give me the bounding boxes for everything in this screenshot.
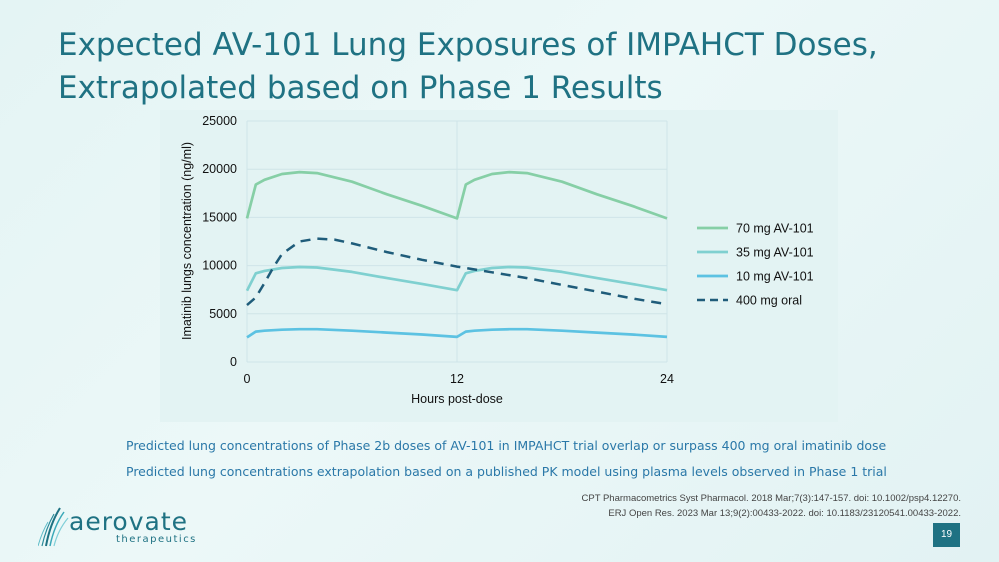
reference-2: ERJ Open Res. 2023 Mar 13;9(2):00433-202…	[608, 508, 961, 519]
page-number: 19	[933, 523, 960, 547]
title-line-1: Expected AV-101 Lung Exposures of IMPAHC…	[58, 27, 878, 63]
references: CPT Pharmacometrics Syst Pharmacol. 2018…	[582, 491, 962, 521]
series-line-70-mg-av-101	[245, 170, 668, 220]
x-tick-label: 0	[244, 372, 251, 386]
y-tick-label: 0	[230, 355, 237, 369]
series-line-10-mg-av-101	[246, 327, 668, 339]
y-tick-label: 10000	[202, 259, 237, 273]
series-line-35-mg-av-101	[245, 265, 668, 292]
x-tick-label: 12	[450, 372, 464, 386]
note-overlap: Predicted lung concentrations of Phase 2…	[126, 438, 887, 453]
y-tick-label: 25000	[202, 114, 237, 128]
legend: 70 mg AV-101 35 mg AV-101 10 mg AV-101 400 …	[697, 222, 814, 308]
legend-label: 400 mg oral	[736, 294, 802, 308]
logo-subtitle: therapeutics	[116, 534, 197, 545]
chart-area: 0 5000 10000 15000 20000 25000 0 12 24 70 mg AV…	[160, 110, 838, 422]
series-line-400-mg-oral	[246, 237, 668, 307]
legend-label: 35 mg AV-101	[736, 246, 814, 260]
x-tick-label: 24	[660, 372, 674, 386]
y-tick-label: 15000	[202, 210, 237, 224]
aerovate-logo-icon	[38, 507, 69, 547]
logo-wordmark: aerovate	[69, 507, 189, 536]
line-chart: 0 5000 10000 15000 20000 25000 0 12 24 70 mg AV…	[180, 114, 814, 406]
legend-label: 70 mg AV-101	[736, 222, 814, 236]
y-tick-labels: 0 5000 10000 15000 20000 25000	[202, 114, 237, 369]
slide-title: Expected AV-101 Lung Exposures of IMPAHC…	[58, 24, 958, 110]
y-axis-label: Imatinib lungs concentration (ng/ml)	[180, 142, 194, 340]
x-tick-labels: 0 12 24	[244, 372, 674, 386]
x-axis-label: Hours post-dose	[411, 392, 503, 406]
y-tick-label: 5000	[209, 307, 237, 321]
reference-1: CPT Pharmacometrics Syst Pharmacol. 2018…	[581, 493, 962, 504]
y-tick-label: 20000	[202, 162, 237, 176]
series-lines	[245, 170, 668, 339]
title-line-2: Extrapolated based on Phase 1 Results	[58, 70, 663, 106]
gridlines	[246, 120, 668, 363]
legend-label: 10 mg AV-101	[736, 270, 814, 284]
note-extrapolation: Predicted lung concentrations extrapolat…	[126, 464, 887, 479]
